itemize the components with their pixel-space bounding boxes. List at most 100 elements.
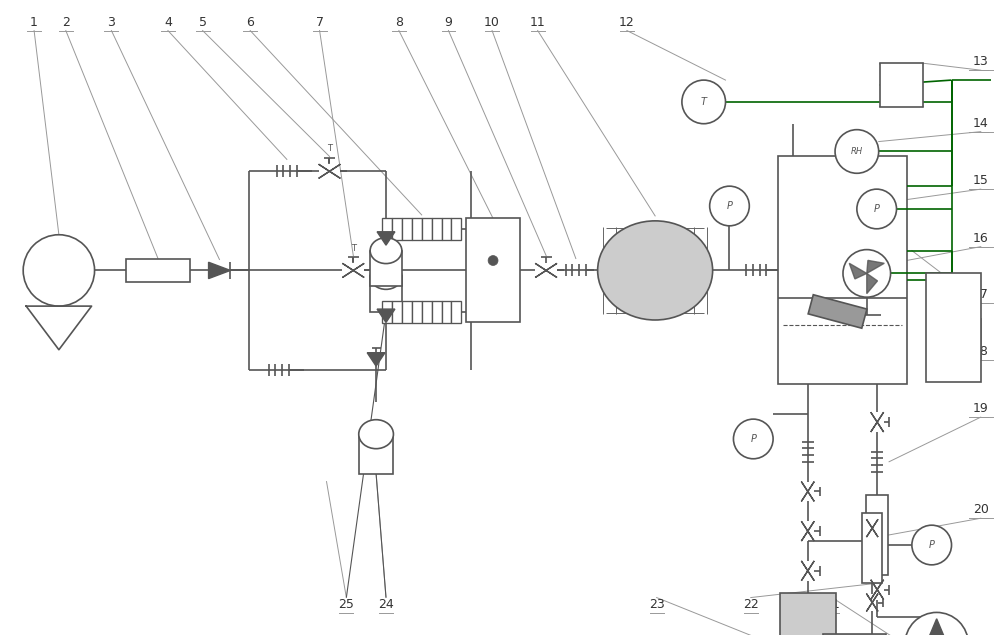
- Text: 1: 1: [30, 15, 38, 29]
- Ellipse shape: [598, 221, 713, 320]
- Polygon shape: [808, 482, 814, 501]
- Circle shape: [912, 525, 952, 565]
- Bar: [442, 218, 451, 240]
- Text: P: P: [874, 204, 880, 214]
- Bar: [823, 634, 886, 638]
- Polygon shape: [801, 561, 808, 581]
- Text: P: P: [727, 201, 732, 211]
- Text: 19: 19: [973, 402, 989, 415]
- Ellipse shape: [359, 420, 393, 449]
- Polygon shape: [808, 521, 814, 541]
- Bar: [866, 496, 888, 575]
- Polygon shape: [866, 593, 872, 611]
- Text: P: P: [750, 434, 756, 444]
- Polygon shape: [377, 309, 395, 322]
- Polygon shape: [367, 353, 385, 366]
- Text: 14: 14: [973, 117, 989, 130]
- Text: 17: 17: [973, 288, 989, 301]
- Text: P: P: [929, 540, 935, 550]
- Text: T: T: [351, 244, 356, 253]
- Text: 20: 20: [973, 503, 989, 516]
- Text: 5: 5: [199, 15, 207, 29]
- Polygon shape: [849, 263, 867, 279]
- Text: 10: 10: [484, 15, 500, 29]
- Circle shape: [733, 419, 773, 459]
- Text: 24: 24: [378, 598, 394, 611]
- Text: 18: 18: [973, 345, 989, 358]
- Text: T: T: [327, 144, 332, 154]
- Polygon shape: [916, 619, 957, 638]
- Polygon shape: [377, 232, 395, 245]
- Circle shape: [835, 130, 879, 174]
- Text: 4: 4: [164, 15, 172, 29]
- Text: 9: 9: [445, 15, 452, 29]
- Circle shape: [710, 186, 749, 226]
- Polygon shape: [26, 306, 92, 350]
- Text: 16: 16: [973, 232, 989, 244]
- Polygon shape: [872, 593, 878, 611]
- Text: 8: 8: [395, 15, 403, 29]
- Bar: [466, 218, 520, 322]
- Bar: [880, 63, 923, 107]
- Bar: [451, 218, 461, 240]
- Ellipse shape: [370, 263, 402, 290]
- Bar: [382, 218, 392, 240]
- Text: 11: 11: [530, 15, 546, 29]
- Polygon shape: [342, 263, 364, 271]
- Text: 23: 23: [649, 598, 664, 611]
- Text: 2: 2: [62, 15, 70, 29]
- Text: T: T: [701, 97, 707, 107]
- Bar: [392, 218, 402, 240]
- Bar: [412, 301, 422, 323]
- Bar: [402, 218, 412, 240]
- Text: 22: 22: [743, 598, 759, 611]
- Text: 12: 12: [619, 15, 635, 29]
- Bar: [392, 301, 402, 323]
- Polygon shape: [342, 271, 364, 278]
- Polygon shape: [535, 271, 557, 278]
- Bar: [926, 274, 981, 382]
- Bar: [778, 156, 907, 385]
- Polygon shape: [871, 412, 877, 432]
- Polygon shape: [866, 519, 872, 537]
- Polygon shape: [877, 412, 884, 432]
- Bar: [412, 218, 422, 240]
- Bar: [422, 301, 432, 323]
- Bar: [442, 301, 451, 323]
- Text: 7: 7: [316, 15, 324, 29]
- Polygon shape: [801, 482, 808, 501]
- Bar: [432, 218, 442, 240]
- Bar: [432, 301, 442, 323]
- Bar: [370, 276, 402, 312]
- Polygon shape: [867, 260, 884, 274]
- Bar: [780, 593, 836, 638]
- Text: 21: 21: [824, 598, 840, 611]
- Polygon shape: [319, 171, 340, 179]
- Text: 25: 25: [338, 598, 354, 611]
- Polygon shape: [877, 580, 884, 600]
- Polygon shape: [871, 580, 877, 600]
- Circle shape: [682, 80, 726, 124]
- Polygon shape: [319, 164, 340, 171]
- Circle shape: [843, 249, 891, 297]
- Circle shape: [857, 189, 897, 229]
- Polygon shape: [209, 262, 230, 279]
- Bar: [862, 514, 882, 582]
- Circle shape: [23, 235, 95, 306]
- Bar: [402, 301, 412, 323]
- Text: 3: 3: [107, 15, 115, 29]
- Text: 13: 13: [973, 56, 989, 68]
- Circle shape: [905, 612, 968, 638]
- Polygon shape: [535, 263, 557, 271]
- Polygon shape: [872, 519, 878, 537]
- Bar: [359, 434, 393, 474]
- Bar: [808, 295, 867, 328]
- Polygon shape: [808, 561, 814, 581]
- Bar: [126, 258, 190, 283]
- Text: 6: 6: [246, 15, 254, 29]
- Ellipse shape: [370, 238, 402, 263]
- Text: RH: RH: [851, 147, 863, 156]
- Text: 15: 15: [973, 174, 989, 187]
- Bar: [451, 301, 461, 323]
- Polygon shape: [867, 274, 877, 293]
